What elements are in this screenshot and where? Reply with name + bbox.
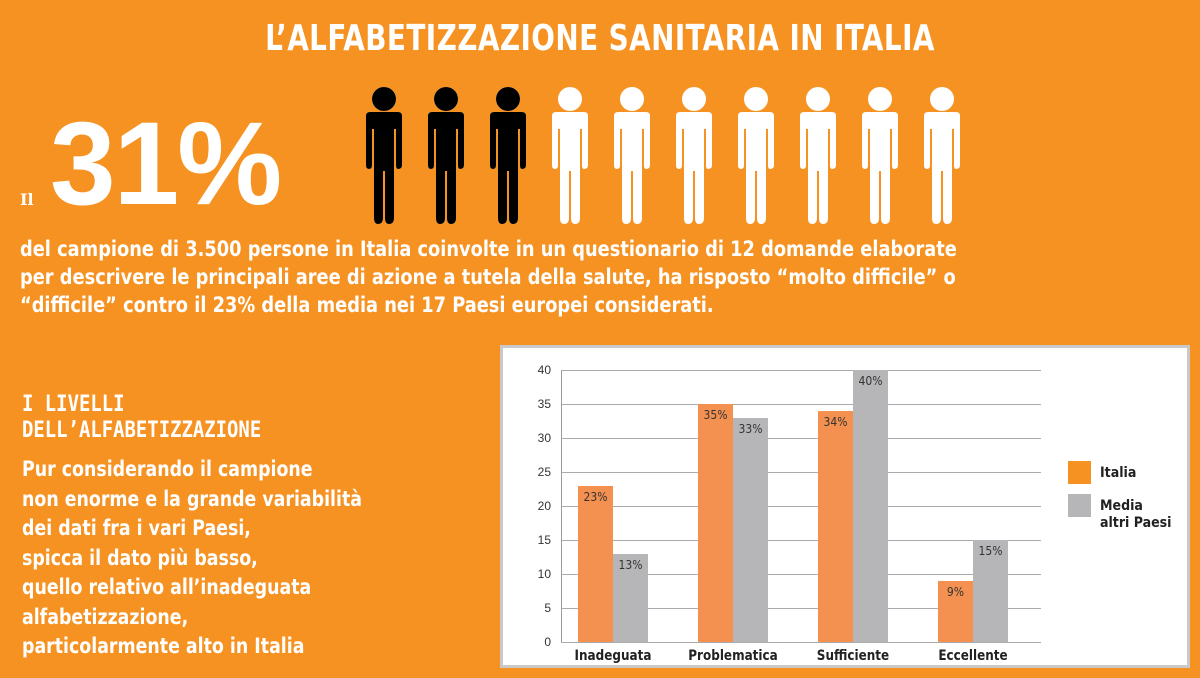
bar-italia-problematica: 35% (698, 404, 733, 642)
gridline (561, 370, 1041, 371)
bar-value-label: 35% (703, 408, 728, 422)
legend-swatch-media (1068, 494, 1091, 517)
y-tick-label: 0 (544, 635, 551, 649)
y-tick-label: 40 (537, 363, 551, 377)
bar-media-inadeguata: 13% (613, 553, 648, 642)
bar-value-label: 33% (738, 421, 763, 436)
levels-body: Pur considerando il campione non enorme … (22, 457, 362, 658)
person-icon (356, 85, 412, 225)
x-category-label: Sufficiente (816, 648, 890, 664)
people-icon-row (356, 85, 970, 225)
person-icon (480, 85, 536, 225)
gridline (561, 472, 1041, 473)
gridline (561, 506, 1041, 507)
y-tick-label: 10 (537, 567, 551, 581)
bar-italia-eccellente: 9% (938, 580, 973, 642)
bar-value-label: 23% (583, 489, 608, 504)
person-icon (418, 85, 474, 225)
person-icon (542, 85, 598, 225)
chart-legend: Italia Media altri Paesi (1068, 461, 1171, 542)
headline-prefix: Il (20, 190, 34, 209)
y-tick-label: 35 (537, 397, 551, 411)
bar-media-eccellente: 15% (973, 540, 1008, 642)
headline-percent: 31% (50, 98, 282, 230)
bar-media-sufficiente: 40% (853, 370, 888, 642)
x-category-label: Inadeguata (574, 648, 652, 664)
bar-chart-panel: 0 5 10 15 20 25 30 35 40 23% 13% Inadeguata 35% 33% Pr… (500, 345, 1190, 668)
gridline (561, 574, 1041, 575)
person-icon (604, 85, 660, 225)
headline-description: del campione di 3.500 persone in Italia … (20, 237, 957, 318)
legend-label-media: Media altri Paesi (1100, 498, 1172, 531)
y-tick-label: 25 (537, 465, 551, 479)
bar-value-label: 40% (858, 374, 883, 388)
gridline (561, 404, 1041, 405)
legend-swatch-italia (1068, 461, 1091, 484)
bar-value-label: 9% (946, 584, 965, 599)
y-tick-label: 5 (544, 601, 551, 615)
levels-heading: I LIVELLI DELL’ALFABETIZZAZIONE (22, 392, 262, 443)
legend-item-media: Media altri Paesi (1068, 494, 1171, 532)
bar-value-label: 13% (618, 557, 643, 572)
page-title: L’ALFABETIZZAZIONE SANITARIA IN ITALIA (265, 18, 935, 59)
bar-media-problematica: 33% (733, 417, 768, 642)
legend-label-italia: Italia (1100, 465, 1137, 481)
y-tick-label: 20 (537, 499, 551, 513)
gridline (561, 642, 1041, 643)
gridline (561, 608, 1041, 609)
gridline (561, 540, 1041, 541)
bar-italia-sufficiente: 34% (818, 410, 853, 642)
y-tick-label: 15 (537, 533, 551, 547)
person-icon (790, 85, 846, 225)
plot-area: 0 5 10 15 20 25 30 35 40 23% 13% Inadeguata 35% 33% Pr… (538, 363, 1041, 664)
person-icon (666, 85, 722, 225)
person-icon (728, 85, 784, 225)
person-icon (852, 85, 908, 225)
bar-italia-inadeguata: 23% (578, 485, 613, 642)
y-tick-label: 30 (537, 431, 551, 445)
bar-value-label: 15% (978, 544, 1003, 558)
person-icon (914, 85, 970, 225)
gridline (561, 438, 1041, 439)
x-category-label: Eccellente (938, 648, 1008, 664)
legend-item-italia: Italia (1068, 461, 1171, 484)
x-category-label: Problematica (688, 648, 778, 664)
bar-value-label: 34% (823, 414, 848, 429)
